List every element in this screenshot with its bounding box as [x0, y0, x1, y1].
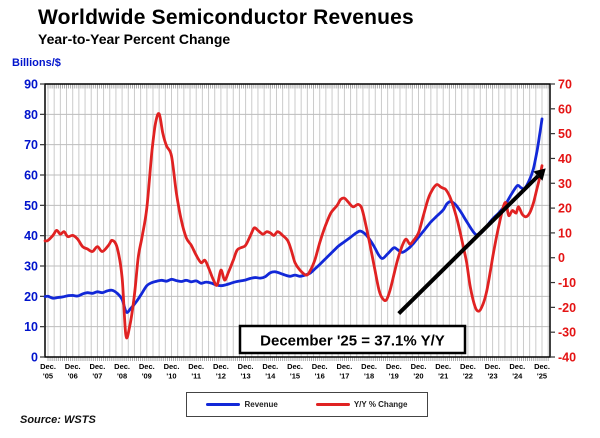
svg-text:'13: '13: [241, 372, 251, 381]
svg-text:'18: '18: [364, 372, 374, 381]
svg-text:Dec.: Dec.: [262, 362, 278, 371]
svg-text:30: 30: [24, 260, 38, 274]
svg-text:0: 0: [31, 351, 38, 365]
svg-text:'11: '11: [191, 372, 201, 381]
minor-ticks: [47, 84, 549, 361]
svg-text:Dec.: Dec.: [534, 362, 550, 371]
svg-text:80: 80: [24, 108, 38, 122]
svg-text:-40: -40: [558, 351, 576, 365]
svg-text:50: 50: [558, 127, 572, 141]
svg-text:60: 60: [24, 169, 38, 183]
svg-text:'25: '25: [537, 372, 547, 381]
svg-text:'06: '06: [68, 372, 78, 381]
legend-label-revenue: Revenue: [244, 400, 278, 409]
legend-item-yoy: Y/Y % Change: [315, 400, 408, 409]
svg-text:Dec.: Dec.: [435, 362, 451, 371]
source-note: Source: WSTS: [20, 414, 96, 426]
legend-item-revenue: Revenue: [206, 400, 278, 409]
svg-text:Dec.: Dec.: [509, 362, 525, 371]
svg-text:Dec.: Dec.: [312, 362, 328, 371]
svg-text:40: 40: [558, 152, 572, 166]
right-axis-labels: 70 60 50 40 30 20 10 0 -10 -20 -30 -40: [550, 78, 576, 365]
svg-text:50: 50: [24, 199, 38, 213]
svg-text:'08: '08: [117, 372, 127, 381]
svg-text:'15: '15: [290, 372, 300, 381]
chart-subtitle: Year-to-Year Percent Change: [38, 31, 231, 47]
svg-text:Dec.: Dec.: [287, 362, 303, 371]
svg-text:10: 10: [24, 320, 38, 334]
legend-box: Revenue Y/Y % Change: [186, 392, 428, 417]
svg-text:December '25 = 37.1% Y/Y: December '25 = 37.1% Y/Y: [260, 333, 445, 350]
svg-text:'20: '20: [413, 372, 423, 381]
svg-text:'14: '14: [265, 372, 276, 381]
svg-text:Dec.: Dec.: [40, 362, 56, 371]
svg-text:Dec.: Dec.: [386, 362, 402, 371]
svg-text:30: 30: [558, 177, 572, 191]
svg-text:'10: '10: [166, 372, 176, 381]
plot-border: [44, 83, 551, 358]
svg-text:'19: '19: [389, 372, 399, 381]
chart-title: Worldwide Semiconductor Revenues: [38, 6, 414, 29]
svg-text:-30: -30: [558, 326, 576, 340]
svg-text:'09: '09: [142, 372, 152, 381]
left-axis-labels: 90 80 70 60 50 40 30 20 10 0: [24, 78, 45, 365]
svg-text:'17: '17: [339, 372, 349, 381]
series-line-yoy-change: [43, 112, 544, 340]
svg-text:Dec.: Dec.: [485, 362, 501, 371]
legend-label-yoy: Y/Y % Change: [353, 400, 408, 409]
svg-text:Dec.: Dec.: [139, 362, 155, 371]
svg-text:'16: '16: [315, 372, 325, 381]
svg-text:Dec.: Dec.: [460, 362, 476, 371]
svg-text:Dec.: Dec.: [164, 362, 180, 371]
gridlines: [45, 84, 550, 357]
svg-text:Dec.: Dec.: [89, 362, 105, 371]
trend-arrow: [397, 168, 546, 315]
yoy-line-swatch: [315, 403, 350, 406]
svg-text:90: 90: [24, 78, 38, 92]
left-axis-unit-label: Billions/$: [12, 57, 61, 69]
svg-text:60: 60: [558, 102, 572, 116]
svg-text:0: 0: [558, 251, 565, 265]
svg-text:Dec.: Dec.: [361, 362, 377, 371]
svg-text:'05: '05: [43, 372, 53, 381]
svg-text:Dec.: Dec.: [114, 362, 130, 371]
svg-text:Dec.: Dec.: [188, 362, 204, 371]
svg-text:'12: '12: [216, 372, 226, 381]
svg-text:-10: -10: [558, 276, 576, 290]
svg-text:20: 20: [24, 290, 38, 304]
svg-text:Dec.: Dec.: [411, 362, 427, 371]
svg-text:Dec.: Dec.: [213, 362, 229, 371]
svg-text:-20: -20: [558, 301, 576, 315]
svg-text:10: 10: [558, 226, 572, 240]
svg-text:20: 20: [558, 202, 572, 216]
svg-text:Dec.: Dec.: [238, 362, 254, 371]
svg-text:'21: '21: [438, 372, 448, 381]
svg-text:'22: '22: [463, 372, 473, 381]
svg-text:'07: '07: [92, 372, 102, 381]
svg-text:70: 70: [558, 78, 572, 92]
svg-text:70: 70: [24, 138, 38, 152]
x-axis-labels: Dec.'05Dec.'06Dec.'07Dec.'08Dec.'09Dec.'…: [40, 362, 550, 381]
annotation-box: December '25 = 37.1% Y/Y: [238, 324, 467, 355]
revenue-line-swatch: [206, 403, 241, 406]
svg-text:'24: '24: [512, 372, 523, 381]
svg-text:Dec.: Dec.: [336, 362, 352, 371]
series-line-revenue: [43, 117, 544, 314]
svg-text:Dec.: Dec.: [65, 362, 81, 371]
svg-text:'23: '23: [488, 372, 498, 381]
svg-text:40: 40: [24, 229, 38, 243]
